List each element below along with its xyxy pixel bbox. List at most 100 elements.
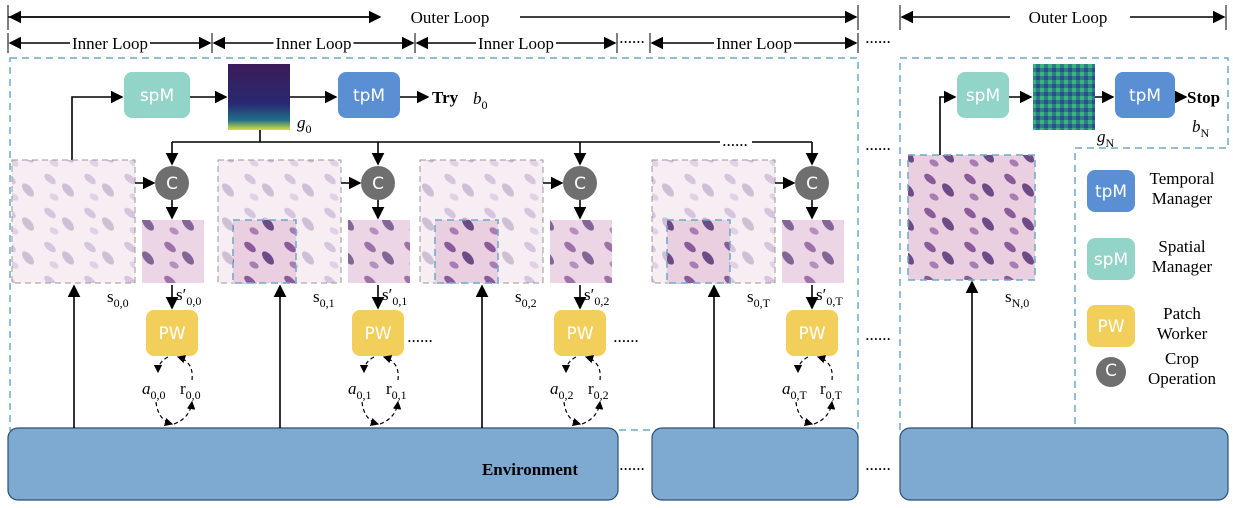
legend-icon-label: tpM [1095,182,1127,202]
legend-label: Crop [1165,349,1199,368]
inner-loop-label: Inner Loop [716,34,792,53]
action-label-sub: 0,1 [357,388,372,402]
environment-label: Environment [482,460,578,479]
ellipsis: ...... [865,135,891,154]
action-label-base: a [142,379,151,398]
outer-loop-label: Outer Loop [411,8,490,27]
tpm-box-label: tpM [353,86,385,106]
dash [384,357,398,380]
heatmap [228,64,290,130]
state-label-sub: N,0 [1012,296,1030,310]
state-label: s0,0 [107,287,129,310]
reward-label-sub: 0,2 [594,388,609,402]
diagram: Outer Loop Outer Loop Inner Loop Inner Loop… [0,0,1233,508]
reward-label: r0,1 [386,379,407,402]
b-label: bN [1192,117,1210,140]
dash [174,402,192,424]
ellipsis: ...... [865,455,891,474]
state-label: s0,T [747,287,771,310]
reward-label-sub: 0,T [826,388,843,402]
state-label-sub: 0,1 [320,296,335,310]
patch-image [782,220,844,283]
dash [814,402,832,424]
patch-label: s′0,2 [584,285,609,308]
tpm-box-label: tpM [1129,86,1161,106]
ellipsis: ...... [619,28,645,47]
g-label-sub: N [1106,136,1115,150]
b-label-sub: 0 [482,98,488,112]
dash [564,402,580,424]
patch-label-sub: 0,1 [392,294,407,308]
b-label: b0 [473,89,488,112]
g-label: gN [1097,127,1115,150]
ellipsis: ...... [722,131,748,150]
state-image [908,155,1035,280]
heatmap [1033,64,1095,130]
crop-label: C [166,174,178,194]
b-label-base: b [473,89,482,108]
legend-label: Operation [1148,369,1216,388]
inner-loop-label: Inner Loop [72,34,148,53]
dash [566,357,576,372]
crop-label: C [806,174,818,194]
legend-label: Temporal [1150,169,1215,188]
crop-label: C [372,174,384,194]
g-label-sub: 0 [306,122,312,136]
action-label-sub: 0,2 [559,388,574,402]
action-label-sub: 0,0 [151,388,166,402]
action-label-sub: 0,T [791,388,808,402]
inner-loop-label: Inner Loop [478,34,554,53]
patch-image [348,220,410,283]
ellipsis: ...... [613,327,639,346]
patch-image [550,220,612,283]
state-label: s0,1 [313,287,335,310]
reward-label-sub: 0,1 [392,388,407,402]
action-label: a0,0 [142,379,166,402]
patch-label-sub: 0,T [826,294,843,308]
crop-area [435,220,498,283]
ellipsis: ...... [407,327,433,346]
state-label-base: s [515,287,522,306]
spm-box-label: spM [966,86,1000,106]
reward-label: r0,0 [180,379,201,402]
action-label: Try [432,88,459,107]
dash [582,402,600,424]
patch-label-base: s′ [176,285,186,304]
worker-box-label: PW [364,324,391,344]
legend-label: Patch [1163,304,1201,323]
patch-label-base: s′ [584,285,594,304]
dash [156,402,172,424]
action-label-base: a [348,379,357,398]
patch-label-base: s′ [382,285,392,304]
dash [178,357,192,380]
state-label: s0,2 [515,287,537,310]
patch-image [142,220,204,283]
link [172,130,812,142]
worker-box-label: PW [566,324,593,344]
legend-label: Manager [1152,257,1213,276]
state-image [12,160,135,283]
state-label-sub: 0,T [754,296,771,310]
state-label-base: s [1005,287,1012,306]
patch-label: s′0,1 [382,285,407,308]
ellipsis: ...... [865,28,891,47]
action-label: a0,2 [550,379,574,402]
spm-box-label: spM [140,86,174,106]
state-label-sub: 0,2 [522,296,537,310]
state-label-base: s [313,287,320,306]
legend-icon-label: PW [1097,317,1124,337]
patch-label-base: s′ [816,285,826,304]
environment-bar [900,428,1228,500]
link [940,97,955,155]
ellipsis: ...... [619,455,645,474]
dash [380,402,398,424]
link [72,97,122,160]
state-label-sub: 0,0 [114,296,129,310]
patch-label: s′0,0 [176,285,201,308]
outer-loop-label: Outer Loop [1029,8,1108,27]
patch-label-sub: 0,0 [186,294,201,308]
environment-bar [652,428,858,500]
crop-area [667,220,730,283]
patch-label-sub: 0,2 [594,294,609,308]
ellipsis: ...... [865,325,891,344]
